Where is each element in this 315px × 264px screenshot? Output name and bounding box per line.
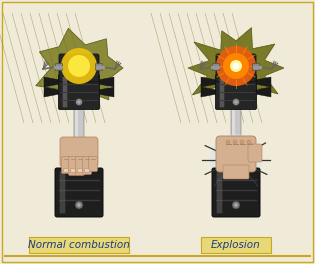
FancyBboxPatch shape (216, 136, 256, 172)
FancyBboxPatch shape (59, 74, 100, 110)
FancyBboxPatch shape (61, 157, 71, 173)
Polygon shape (255, 77, 271, 87)
FancyBboxPatch shape (231, 90, 241, 138)
FancyBboxPatch shape (78, 169, 82, 172)
FancyBboxPatch shape (71, 169, 75, 172)
FancyBboxPatch shape (29, 237, 129, 253)
FancyBboxPatch shape (76, 157, 84, 176)
FancyBboxPatch shape (75, 90, 78, 138)
FancyBboxPatch shape (232, 90, 235, 138)
FancyBboxPatch shape (217, 172, 222, 213)
FancyBboxPatch shape (253, 64, 260, 70)
FancyBboxPatch shape (60, 137, 98, 167)
FancyBboxPatch shape (63, 77, 67, 107)
FancyBboxPatch shape (85, 169, 89, 172)
Polygon shape (44, 87, 60, 97)
FancyBboxPatch shape (215, 74, 256, 110)
Circle shape (77, 101, 81, 103)
Circle shape (75, 201, 83, 209)
Circle shape (210, 134, 262, 186)
FancyBboxPatch shape (60, 172, 65, 213)
Polygon shape (98, 87, 114, 97)
FancyBboxPatch shape (68, 157, 77, 176)
Text: Normal combustion: Normal combustion (28, 240, 130, 250)
FancyBboxPatch shape (201, 237, 271, 253)
Circle shape (61, 48, 97, 84)
Circle shape (233, 140, 237, 144)
FancyBboxPatch shape (220, 77, 224, 107)
Polygon shape (44, 77, 60, 87)
FancyBboxPatch shape (212, 168, 260, 217)
FancyBboxPatch shape (89, 157, 98, 172)
Circle shape (216, 46, 256, 86)
FancyBboxPatch shape (55, 64, 62, 70)
FancyBboxPatch shape (216, 54, 256, 82)
FancyBboxPatch shape (213, 64, 220, 70)
Polygon shape (201, 87, 217, 97)
Circle shape (68, 55, 90, 77)
Circle shape (232, 201, 240, 209)
FancyBboxPatch shape (83, 157, 91, 175)
Polygon shape (36, 28, 123, 105)
FancyBboxPatch shape (55, 168, 103, 217)
Circle shape (76, 98, 83, 106)
Polygon shape (201, 77, 217, 87)
Circle shape (240, 140, 244, 144)
Polygon shape (255, 87, 271, 97)
Text: Explosion: Explosion (211, 240, 261, 250)
Circle shape (232, 98, 239, 106)
Circle shape (247, 140, 251, 144)
FancyBboxPatch shape (59, 54, 99, 82)
FancyBboxPatch shape (74, 90, 84, 138)
Polygon shape (188, 27, 284, 109)
Circle shape (77, 203, 81, 207)
Circle shape (234, 101, 238, 103)
FancyBboxPatch shape (248, 144, 262, 162)
Circle shape (223, 53, 249, 79)
Circle shape (234, 203, 238, 207)
Circle shape (226, 140, 230, 144)
Circle shape (233, 63, 239, 69)
Polygon shape (98, 77, 114, 87)
FancyBboxPatch shape (223, 165, 249, 179)
FancyBboxPatch shape (64, 169, 68, 172)
FancyBboxPatch shape (95, 64, 102, 70)
Circle shape (230, 60, 242, 72)
